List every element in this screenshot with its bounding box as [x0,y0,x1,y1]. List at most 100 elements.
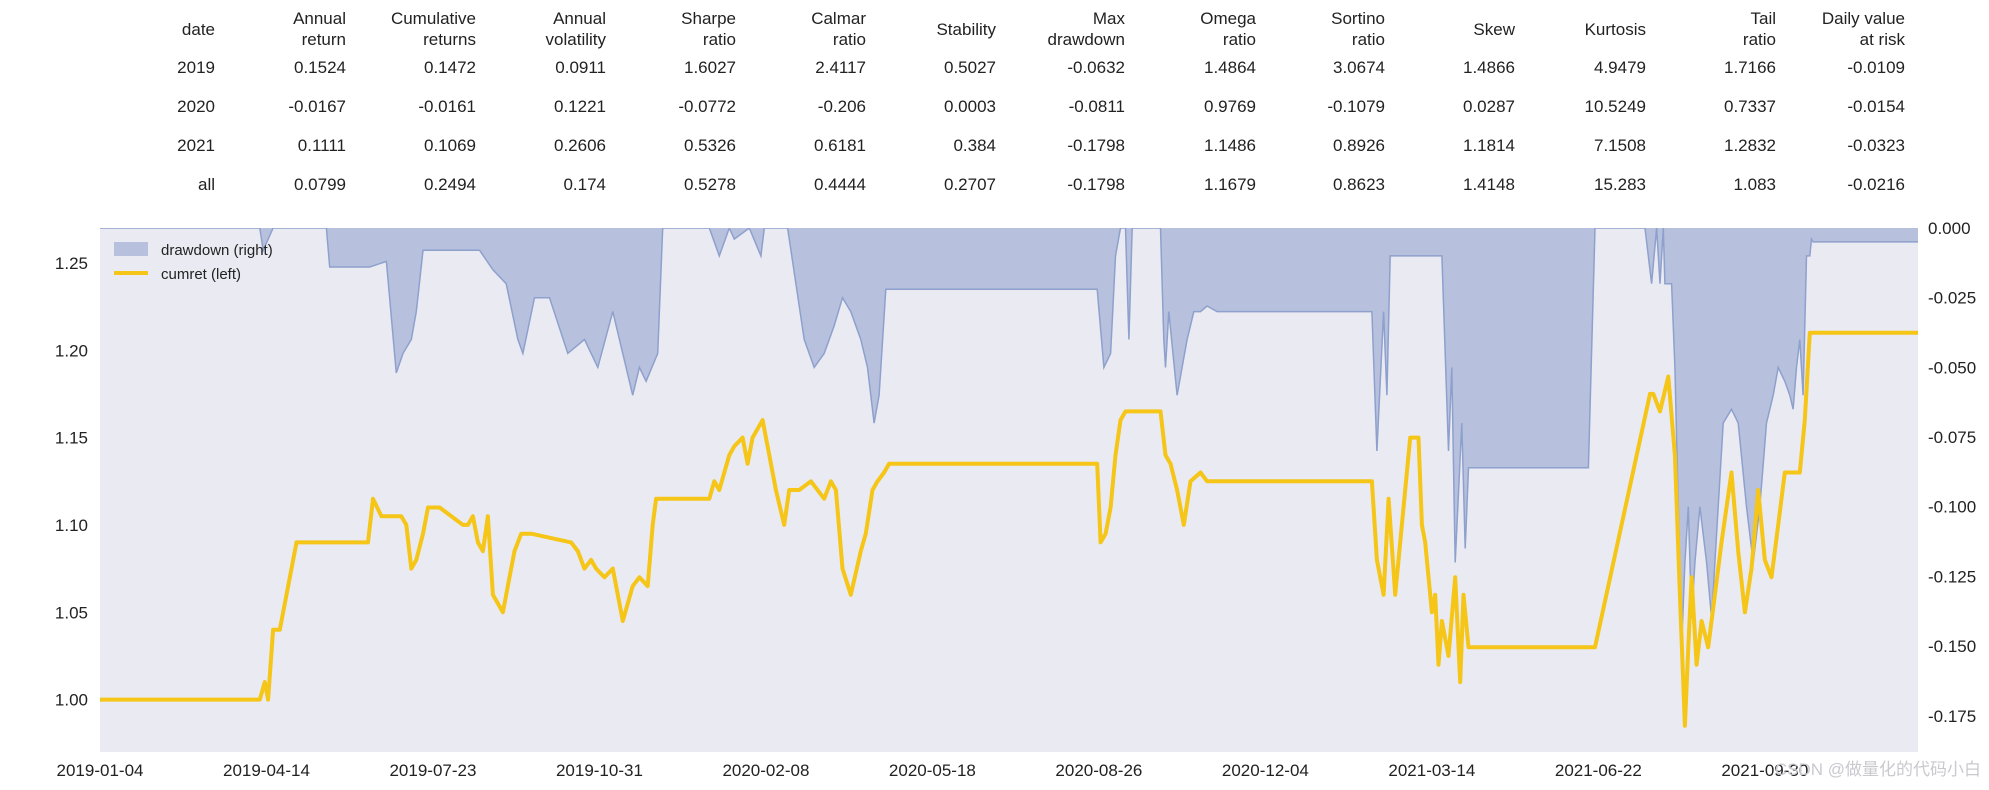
y-left-tick-label: 1.05 [55,603,88,622]
table-header-text: Sharpe [681,9,736,28]
x-tick-label: 2019-04-14 [223,761,310,780]
table-cell: 1.6027 [684,58,736,77]
table-header-text: date [182,20,215,39]
table-header-cell: Sharpe ratio [681,9,736,49]
x-tick-label: 2021-06-22 [1555,761,1642,780]
table-header-text: drawdown [1048,30,1126,49]
table-cell: 1.7166 [1724,58,1776,77]
table-cell: 1.4864 [1204,58,1256,77]
table-header-cell: Omega ratio [1200,9,1256,49]
x-tick-label: 2019-07-23 [389,761,476,780]
table-cell: 0.0287 [1463,97,1515,116]
table-cell: 0.4444 [814,175,866,194]
y-right-tick-label: 0.000 [1928,220,1971,238]
table-header-text: Skew [1473,20,1515,39]
plot-background [100,228,1918,752]
table-header-text: Cumulative [391,9,476,28]
y-right-tick-label: -0.075 [1928,428,1976,447]
table-header-cell: Kurtosis [1585,20,1646,39]
table-row-label: all [198,175,215,194]
table-header-cell: Annual volatility [546,9,607,49]
table-cell: 0.8623 [1333,175,1385,194]
table-header-text: Daily value [1822,9,1905,28]
table-cell: 0.0003 [944,97,996,116]
y-left-tick-label: 1.20 [55,341,88,360]
table-cell: 3.0674 [1333,58,1385,77]
table-cell: 1.2832 [1724,136,1776,155]
returns-drawdown-chart: 1.00 1.05 1.10 1.15 1.20 1.25 0.000 -0.025 -0.05… [55,220,1976,780]
table-cell: -0.1798 [1067,136,1125,155]
table-cell: -0.0216 [1847,175,1905,194]
table-cell: 0.174 [563,175,606,194]
table-cell: 1.083 [1733,175,1776,194]
table-header-text: Calmar [811,9,866,28]
y-left-tick-label: 1.25 [55,254,88,273]
table-header-cell: Tail ratio [1743,9,1776,49]
table-header-text: Sortino [1331,9,1385,28]
table-header-cell: Daily value at risk [1822,9,1906,49]
table-cell: 10.5249 [1585,97,1646,116]
table-cell: -0.0154 [1847,97,1905,116]
y-right-tick-label: -0.025 [1928,289,1976,308]
table-cell: 0.1472 [424,58,476,77]
table-cell: 0.9769 [1204,97,1256,116]
table-header-text: Max [1093,9,1126,28]
table-cell: 0.1111 [298,136,346,155]
table-row-label: 2019 [177,58,215,77]
table-header-text: ratio [703,30,736,49]
table-row-label: 2021 [177,136,215,155]
table-header-text: volatility [546,30,607,49]
table-header-text: Omega [1200,9,1256,28]
legend: drawdown (right) cumret (left) [114,242,273,283]
y-right-tick-label: -0.125 [1928,567,1976,586]
table-cell: -0.0109 [1847,58,1905,77]
y-right-tick-label: -0.150 [1928,637,1976,656]
table-row-label: 2020 [177,97,215,116]
table-cell: 0.5027 [944,58,996,77]
table-cell: 0.1221 [554,97,606,116]
table-cell: -0.0772 [678,97,736,116]
legend-label-cumret: cumret (left) [161,266,241,283]
x-tick-label: 2020-05-18 [889,761,976,780]
x-tick-label: 2021-09-30 [1721,761,1808,780]
table-header-text: ratio [1743,30,1776,49]
table-cell: 0.5326 [684,136,736,155]
cumret-line [100,330,1918,728]
y-right-tick-label: -0.050 [1928,358,1976,377]
table-cell: -0.1079 [1327,97,1385,116]
table-header-cell: Skew [1473,20,1515,39]
table-header-text: Annual [553,9,606,28]
table-header-text: at risk [1860,30,1906,49]
table-cell: 0.1524 [294,58,346,77]
table-cell: 0.384 [953,136,996,155]
table-header-cell: Cumulative returns [391,9,476,49]
table-cell: 4.9479 [1594,58,1646,77]
table-header-cell: Calmar ratio [811,9,866,49]
table-cell: -0.0167 [288,97,346,116]
table-header-text: returns [423,30,476,49]
table-cell: 0.5278 [684,175,736,194]
drawdown-area [100,228,1918,647]
legend-label-drawdown: drawdown (right) [161,242,273,259]
x-tick-label: 2019-01-04 [57,761,144,780]
y-left-tick-label: 1.15 [55,429,88,448]
table-cell: 2.4117 [815,58,866,77]
table-header-text: return [302,30,346,49]
table-cell: 0.1069 [424,136,476,155]
x-tick-label: 2021-03-14 [1388,761,1475,780]
table-cell: 1.1486 [1204,136,1256,155]
table-cell: -0.0323 [1847,136,1905,155]
y-left-tick-label: 1.00 [55,691,88,710]
table-header-text: Annual [293,9,346,28]
table-header-text: Kurtosis [1585,20,1646,39]
table-header-cell: Sortino ratio [1331,9,1385,49]
legend-swatch-drawdown [114,242,148,256]
table-cell: -0.1798 [1067,175,1125,194]
table-header-text: ratio [833,30,866,49]
table-cell: 0.6181 [814,136,866,155]
table-header-text: Tail [1750,9,1776,28]
table-cell: 0.2606 [554,136,606,155]
stats-table: date Annual return Cumulative returns Annual v… [177,9,1906,194]
y-right-tick-label: -0.175 [1928,707,1976,726]
table-cell: 0.2707 [944,175,996,194]
